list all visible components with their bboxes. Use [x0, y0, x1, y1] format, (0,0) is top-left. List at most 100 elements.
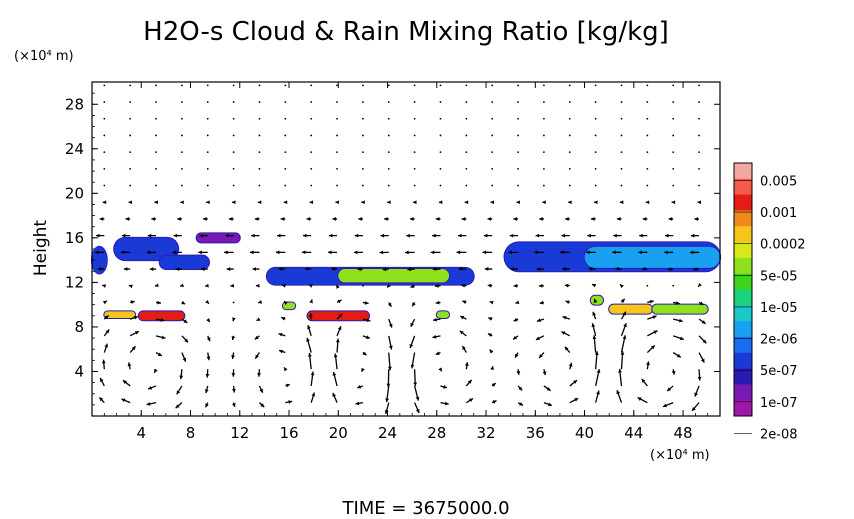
wind-dot	[180, 134, 183, 137]
wind-arrowhead	[231, 373, 236, 377]
wind-dot	[362, 284, 364, 287]
wind-dot	[491, 101, 494, 103]
colorbar-label: 0.001	[760, 206, 797, 221]
wind-arrowhead	[337, 326, 342, 331]
wind-arrowhead	[515, 353, 519, 358]
wind-arrowhead	[336, 284, 340, 289]
wind-arrowhead	[125, 217, 130, 221]
wind-arrowhead	[435, 300, 440, 305]
wind-arrowhead	[353, 250, 358, 255]
wind-dot	[568, 84, 571, 87]
wind-arrowhead	[385, 398, 390, 403]
wind-dot	[672, 117, 675, 120]
wind-dot	[620, 117, 623, 120]
y-axis-label: Height	[31, 220, 51, 277]
wind-arrowhead	[702, 339, 707, 344]
wind-arrowhead	[622, 335, 627, 340]
wind-dot	[258, 84, 261, 87]
wind-dot	[698, 151, 700, 154]
wind-dot	[646, 167, 649, 170]
wind-arrowhead	[328, 233, 333, 238]
wind-dot	[465, 101, 468, 103]
wind-dot	[284, 84, 287, 87]
colorbar-swatch	[734, 321, 752, 338]
wind-arrowhead	[307, 352, 312, 357]
wind-arrowhead	[361, 200, 365, 205]
wind-arrowhead	[335, 200, 339, 205]
wind-arrowhead	[561, 331, 566, 335]
wind-arrowhead	[121, 398, 126, 403]
wind-arrowhead	[469, 398, 474, 402]
wind-arrowhead	[519, 402, 524, 406]
wind-arrowhead	[123, 267, 128, 271]
wind-arrowhead	[122, 380, 127, 384]
wind-dot	[491, 117, 494, 120]
wind-arrowhead	[692, 406, 696, 411]
x-tick-label: 16	[279, 424, 298, 442]
y-tick-label: 4	[74, 362, 84, 380]
wind-arrowhead	[175, 267, 179, 272]
colorbar-swatch	[734, 289, 752, 306]
wind-arrowhead	[415, 408, 420, 413]
wind-arrowhead	[467, 379, 472, 384]
wind-dot	[568, 184, 571, 187]
wind-arrowhead	[362, 351, 367, 356]
wind-arrowhead	[128, 200, 133, 205]
wind-dot	[517, 101, 519, 103]
wind-arrowhead	[489, 349, 494, 354]
wind-dot	[491, 167, 494, 170]
cloud-region	[138, 311, 185, 321]
wind-arrowhead	[161, 335, 166, 340]
wind-arrowhead	[283, 301, 288, 306]
wind-arrowhead	[591, 323, 596, 328]
wind-dot	[103, 151, 106, 154]
wind-dot	[543, 184, 545, 187]
wind-arrowhead	[333, 353, 338, 358]
wind-dot	[180, 151, 183, 154]
wind-dot	[310, 151, 313, 154]
wind-arrowhead	[573, 380, 578, 384]
wind-dot	[517, 84, 519, 87]
wind-dot	[594, 101, 597, 103]
wind-arrowhead	[690, 233, 695, 238]
wind-arrowhead	[653, 330, 658, 334]
wind-arrowhead	[105, 329, 110, 334]
wind-arrowhead	[409, 217, 414, 221]
wind-arrowhead	[173, 233, 178, 238]
wind-arrowhead	[671, 200, 676, 205]
wind-dot	[284, 134, 287, 137]
wind-dot	[698, 184, 700, 187]
wind-arrowhead	[184, 338, 189, 343]
wind-dot	[258, 134, 261, 137]
wind-dot	[258, 101, 261, 103]
wind-arrowhead	[387, 200, 391, 205]
wind-dot	[594, 134, 597, 137]
wind-arrowhead	[102, 300, 107, 305]
wind-arrowhead	[249, 250, 254, 255]
wind-dot	[284, 167, 287, 170]
wind-arrowhead	[591, 217, 595, 221]
wind-arrowhead	[513, 217, 517, 221]
wind-arrowhead	[146, 402, 151, 406]
wind-dot	[103, 101, 106, 103]
wind-arrowhead	[592, 335, 597, 340]
wind-arrowhead	[434, 283, 439, 288]
wind-arrowhead	[205, 283, 209, 288]
wind-arrowhead	[355, 401, 360, 406]
wind-arrowhead	[639, 233, 643, 238]
wind-dot	[594, 167, 597, 170]
wind-arrowhead	[405, 250, 409, 255]
colorbar-swatch	[734, 163, 752, 180]
wind-arrowhead	[542, 371, 547, 376]
wind-dot	[362, 151, 364, 154]
wind-dot	[543, 117, 545, 120]
wind-dot	[672, 167, 675, 170]
wind-arrowhead	[483, 233, 488, 238]
wind-arrowhead	[562, 267, 566, 271]
wind-dot	[180, 184, 183, 187]
wind-arrowhead	[646, 361, 650, 366]
wind-dot	[258, 167, 261, 170]
wind-arrowhead	[592, 311, 596, 316]
wind-arrowhead	[488, 317, 493, 321]
wind-arrowhead	[301, 250, 306, 255]
